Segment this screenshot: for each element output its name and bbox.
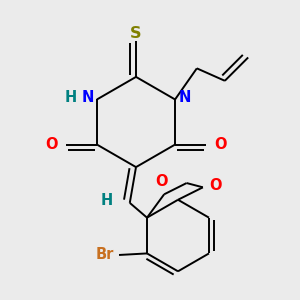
Text: H: H: [100, 193, 113, 208]
Text: N: N: [178, 90, 190, 105]
Text: O: O: [210, 178, 222, 193]
Text: O: O: [155, 174, 167, 189]
Text: O: O: [46, 137, 58, 152]
Text: S: S: [130, 26, 142, 41]
Text: O: O: [214, 137, 226, 152]
Text: Br: Br: [96, 248, 114, 262]
Text: H: H: [64, 90, 77, 105]
Text: N: N: [82, 90, 94, 105]
